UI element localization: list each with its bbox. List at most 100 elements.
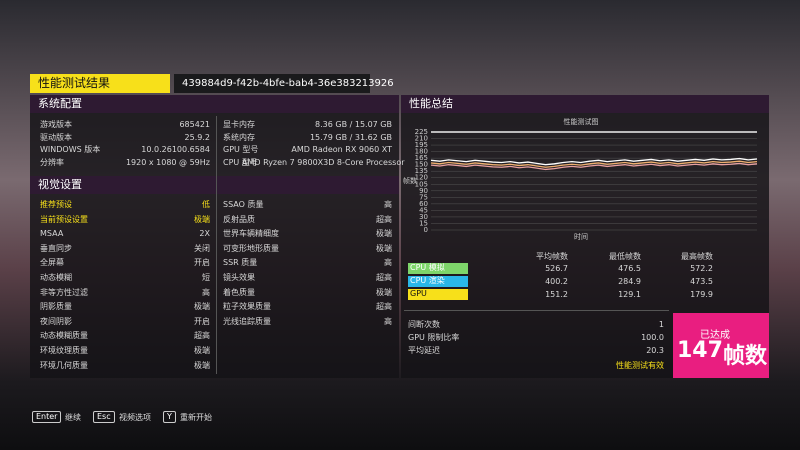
y-tick-label: 120 [415, 174, 428, 182]
stat-value: 100.0 [641, 333, 664, 342]
setting-value: 超高 [376, 273, 392, 282]
setting-label: 粒子效果质量 [223, 302, 271, 312]
setting-label: 显卡内存 [223, 120, 255, 129]
setting-value: 685421 [179, 120, 210, 129]
y-tick-label: 225 [415, 128, 428, 136]
chart-title: 性能测试图 [564, 117, 599, 126]
setting-value: 高 [384, 200, 392, 209]
setting-label: 着色质量 [223, 287, 255, 297]
chart: 性能测试图 帧数 时间 0153045607590105120135150165… [403, 117, 758, 241]
setting-label: 镜头效果 [223, 273, 255, 282]
setting-label: 可变形地形质量 [223, 243, 279, 253]
setting-label: 非等方性过滤 [40, 287, 88, 297]
y-tick-label: 150 [415, 161, 428, 169]
fps-line [430, 157, 758, 166]
setting-label: 分辨率 [40, 157, 64, 167]
fps-value: 179.9 [690, 290, 713, 299]
column-header: 平均帧数 [536, 252, 568, 261]
setting-label: 环境几何质量 [40, 360, 88, 370]
setting-value: 低 [202, 200, 210, 209]
header-title: 性能测试结果 [30, 74, 170, 93]
y-tick-label: 90 [419, 187, 428, 195]
setting-value: 2X [199, 229, 210, 239]
setting-label: 世界车辆精细度 [223, 229, 279, 239]
setting-value: 极端 [376, 229, 392, 239]
setting-value: 10.0.26100.6584 [141, 145, 210, 154]
setting-label: 垂直同步 [40, 243, 72, 253]
badge [673, 313, 769, 378]
row-badge: CPU 渲染 [408, 276, 468, 287]
badge-unit: 帧数 [723, 344, 768, 369]
fps-value: 400.2 [545, 277, 568, 286]
setting-value: 25.9.2 [184, 132, 210, 142]
fps-line [430, 162, 758, 171]
y-tick-label: 45 [419, 206, 428, 214]
setting-value: 1920 x 1080 @ 59Hz [125, 157, 210, 167]
column-header: 最高帧数 [681, 252, 713, 261]
y-tick-label: 15 [419, 219, 428, 227]
setting-value: 开启 [194, 258, 210, 268]
divider [216, 116, 217, 374]
setting-label: 驱动版本 [40, 132, 72, 142]
setting-label: 当前预设设置 [40, 214, 88, 224]
y-tick-label: 210 [415, 135, 428, 143]
setting-label: 推荐预设 [40, 200, 72, 209]
setting-label: MSAA [40, 229, 64, 239]
fps-value: 572.2 [690, 264, 713, 273]
key: Y [163, 411, 176, 423]
y-tick-label: 30 [419, 213, 428, 221]
setting-label: 系统内存 [223, 132, 255, 142]
stat-label: 间断次数 [408, 320, 440, 329]
badge-caption: 已达成 [700, 330, 730, 341]
run-id: 439884d9-f42b-4bfe-bab4-36e383213926 [174, 74, 394, 93]
section-title: 视觉设置 [30, 176, 399, 194]
setting-value: 极端 [376, 287, 392, 297]
setting-value: 极端 [194, 214, 210, 224]
setting-value: 高 [202, 287, 210, 297]
setting-value: 极端 [194, 360, 210, 370]
fps-value: 526.7 [545, 264, 568, 273]
setting-value: 高 [384, 258, 392, 268]
setting-label: 反射品质 [223, 214, 255, 224]
setting-value: AMD Ryzen 7 9800X3D 8-Core Processor [242, 157, 405, 167]
setting-value: 极端 [376, 243, 392, 253]
badge-value: 147 [677, 338, 723, 363]
y-tick-label: 60 [419, 200, 428, 208]
setting-label: 游戏版本 [40, 120, 72, 129]
separator [404, 310, 669, 311]
setting-label: 环境纹理质量 [40, 346, 88, 355]
setting-label: 动态模糊 [40, 273, 72, 282]
y-tick-label: 105 [415, 180, 428, 188]
setting-value: 极端 [194, 346, 210, 355]
setting-value: AMD Radeon RX 9060 XT [291, 145, 392, 154]
fps-value: 151.2 [545, 290, 568, 299]
key-action: 视频选项 [119, 413, 151, 422]
setting-label: 光线追踪质量 [223, 316, 271, 326]
setting-value: 8.36 GB / 15.07 GB [315, 120, 392, 129]
fps-value: 476.5 [618, 264, 641, 273]
fps-value: 473.5 [690, 277, 713, 286]
stat-value: 20.3 [646, 346, 664, 355]
setting-value: 超高 [376, 214, 392, 224]
stat-label: GPU 限制比率 [408, 333, 460, 342]
setting-value: 开启 [194, 316, 210, 326]
key-action: 继续 [65, 413, 81, 422]
setting-label: GPU 型号 [223, 145, 259, 154]
setting-label: 夜间阴影 [40, 316, 72, 326]
row-badge: CPU 模拟 [408, 263, 468, 274]
y-tick-label: 180 [415, 148, 428, 156]
fps-line [430, 160, 758, 168]
setting-label: SSAO 质量 [223, 200, 264, 209]
setting-label: 全屏幕 [40, 258, 64, 268]
status: 性能测试有效 [616, 361, 664, 370]
stat-value: 1 [658, 320, 664, 329]
setting-value: 超高 [376, 302, 392, 312]
setting-label: SSR 质量 [223, 258, 258, 268]
left-panel [30, 95, 399, 378]
setting-value: 15.79 GB / 31.62 GB [309, 132, 392, 142]
setting-value: 极端 [194, 302, 210, 312]
setting-label: CPU 型号 [223, 157, 258, 167]
fps-value: 129.1 [618, 290, 641, 299]
setting-value: 高 [384, 316, 392, 326]
